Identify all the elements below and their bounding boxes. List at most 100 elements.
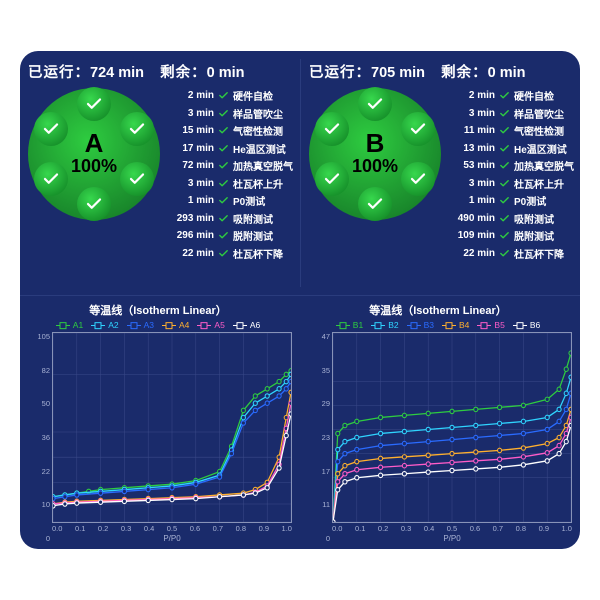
check-icon [218,143,229,154]
check-icon [499,230,510,241]
step-duration: 296 min [170,230,214,241]
legend-item: B3 [407,320,434,330]
step-duration: 17 min [170,143,214,154]
status-header-B: 已运行：705 min 剩余：0 min [309,61,574,82]
check-icon [85,195,103,213]
check-icon [218,230,229,241]
chart-plot-B[interactable] [332,332,572,523]
step-duration: 3 min [170,178,214,189]
chart-legend-B: B1 B2 B3 B4 B5 B6 [304,320,572,330]
legend-label: B2 [388,320,398,330]
chart-plot-A[interactable] [52,332,292,523]
legend-label: A2 [108,320,118,330]
step-item: 3 min 杜瓦杯上升 [170,176,293,191]
wheel-check-icon [34,162,68,196]
check-icon [366,95,384,113]
step-duration: 15 min [170,125,214,136]
wheel-check-icon [77,87,111,121]
legend-item: A2 [91,320,118,330]
wheel-check-icon [358,187,392,221]
step-item: 22 min 杜瓦杯下降 [451,246,574,261]
step-list-A: 2 min硬件自检3 min样品管吹尘15 min气密性检测17 minHe温区… [170,88,293,289]
step-name: 杜瓦杯下降 [514,246,564,261]
legend-label: A3 [144,320,154,330]
step-name: 脱附测试 [233,228,273,243]
status-col-B: 已运行：705 min 剩余：0 min B 100% 2 min硬件自检3 m… [301,51,580,295]
check-icon [409,170,427,188]
wheel-check-icon [77,187,111,221]
check-icon [218,213,229,224]
legend-label: A1 [73,320,83,330]
step-item: 22 min 杜瓦杯下降 [170,246,293,261]
step-name: 样品管吹尘 [233,106,283,121]
check-icon [409,120,427,138]
step-item: 53 min 加热真空脱气 [451,158,574,173]
wheel-check-icon [358,87,392,121]
legend-label: A6 [250,320,260,330]
step-duration: 1 min [170,195,214,206]
step-name: 加热真空脱气 [514,158,574,173]
check-icon [128,120,146,138]
legend-label: B1 [353,320,363,330]
check-icon [42,120,60,138]
check-icon [85,95,103,113]
step-duration: 1 min [451,195,495,206]
chart-col-B: 等温线（Isotherm Linear） B1B2B3B4B5B6 Adsorp… [300,296,580,549]
check-icon [499,160,510,171]
chart-yaxis-A: 10582503622100 [24,332,52,543]
step-duration: 22 min [170,248,214,259]
legend-label: B3 [424,320,434,330]
wheel-check-icon [34,112,68,146]
legend-item: A4 [162,320,189,330]
chart-title-B: 等温线（Isotherm Linear） [304,302,572,318]
chart-title-A: 等温线（Isotherm Linear） [24,302,292,318]
step-item: 296 min 脱附测试 [170,228,293,243]
step-name: 加热真空脱气 [233,158,293,173]
chart-legend-A: A1 A2 A3 A4 A5 A6 [24,320,292,330]
step-item: 15 min气密性检测 [170,123,293,138]
step-name: 脱附测试 [514,228,554,243]
check-icon [218,178,229,189]
legend-label: B5 [494,320,504,330]
step-item: 2 min硬件自检 [170,88,293,103]
step-item: 490 min吸附测试 [451,211,574,226]
progress-wheel-B: B 100% [309,88,441,220]
check-icon [42,170,60,188]
step-item: 3 min样品管吹尘 [451,106,574,121]
step-name: 吸附测试 [514,211,554,226]
legend-item: A1 [56,320,83,330]
check-icon [499,125,510,136]
chart-col-A: 等温线（Isotherm Linear） A1A2A3A4A5A6 Adsorp… [20,296,300,549]
step-name: 杜瓦杯下降 [233,246,283,261]
step-duration: 3 min [451,108,495,119]
wheel-check-icon [315,112,349,146]
step-item: 109 min 脱附测试 [451,228,574,243]
step-duration: 13 min [451,143,495,154]
step-item: 3 min样品管吹尘 [170,106,293,121]
step-name: 杜瓦杯上升 [233,176,283,191]
legend-item: A3 [127,320,154,330]
step-item: 1 min P0测试 [451,193,574,208]
step-item: 293 min 吸附测试 [170,211,293,226]
step-duration: 109 min [451,230,495,241]
check-icon [218,90,229,101]
step-duration: 22 min [451,248,495,259]
step-duration: 53 min [451,160,495,171]
legend-item: B4 [442,320,469,330]
step-name: P0测试 [514,193,546,208]
check-icon [218,248,229,259]
step-item: 1 minP0测试 [170,193,293,208]
step-name: 杜瓦杯上升 [514,176,564,191]
check-icon [323,170,341,188]
legend-label: A4 [179,320,189,330]
step-item: 11 min气密性检测 [451,123,574,138]
step-duration: 293 min [170,213,214,224]
step-duration: 11 min [451,125,495,136]
legend-item: B6 [513,320,540,330]
step-name: 吸附测试 [233,211,273,226]
legend-label: A5 [214,320,224,330]
chart-xlabel-A: P/P0 [52,534,292,543]
check-icon [499,90,510,101]
step-duration: 2 min [170,90,214,101]
dashboard-panel: 已运行：724 min 剩余：0 min A 100% 2 min硬件自检3 m… [20,51,580,549]
